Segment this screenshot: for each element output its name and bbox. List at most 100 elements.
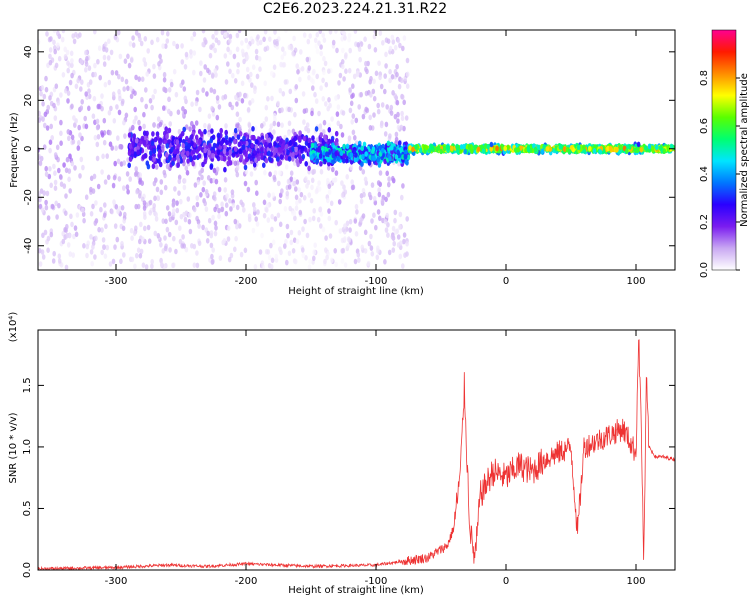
spectral-cell [206, 175, 211, 181]
spectral-cell [326, 177, 330, 184]
spectral-cell [69, 213, 73, 220]
spectral-cell [317, 147, 321, 153]
spectral-cell [280, 107, 284, 113]
spectral-cell [121, 98, 125, 105]
spectral-cell [376, 245, 380, 251]
spectral-cell [283, 243, 287, 249]
spectral-cell [204, 189, 209, 195]
spectral-cell [134, 74, 138, 81]
spectral-cell [103, 202, 107, 208]
spectral-cell [374, 224, 378, 231]
spectral-cell [144, 148, 148, 155]
spectral-cell [196, 219, 201, 225]
spectral-cell [397, 140, 402, 146]
spectral-cell [396, 118, 400, 124]
spectral-cell [61, 238, 66, 245]
spectral-cell [219, 140, 224, 147]
spectral-cell [79, 105, 84, 111]
spectral-cell [220, 30, 225, 36]
spectral-cell [400, 194, 404, 201]
spectral-cell [430, 144, 434, 150]
spectral-cell [165, 226, 170, 233]
spectral-cell [252, 206, 257, 213]
spectral-cell [231, 202, 236, 209]
spectral-cell [89, 234, 93, 240]
spectral-cell [45, 31, 49, 37]
spectral-cell [192, 50, 197, 56]
spectral-cell [66, 242, 71, 248]
spectral-cell [96, 58, 100, 65]
spectral-cell [278, 198, 283, 205]
spectral-cell [252, 202, 256, 208]
spectral-cell [301, 153, 306, 160]
spectral-cell [209, 44, 213, 50]
spectral-cell [67, 135, 71, 142]
spectral-cell [134, 170, 139, 176]
spectral-cell [405, 71, 410, 78]
spectral-cell [84, 194, 89, 200]
spectral-cell [210, 259, 215, 266]
spectral-cell [327, 122, 331, 129]
spectral-cell [372, 195, 377, 202]
spectral-cell [161, 218, 166, 224]
spectral-cell [354, 231, 359, 237]
spectral-cell [181, 79, 185, 85]
spectral-cell [116, 158, 121, 165]
spectral-cell [233, 246, 237, 253]
spectral-cell [401, 45, 405, 52]
spectral-cell [129, 93, 134, 100]
spectral-cell [88, 79, 93, 85]
spectral-cell [74, 83, 79, 90]
spectral-cell [91, 113, 96, 119]
spectral-cell [357, 257, 361, 264]
spectral-cell [163, 235, 167, 241]
spectral-cell [239, 251, 244, 258]
spectral-cell [274, 147, 278, 153]
snr-series-line [38, 339, 675, 570]
spectral-cell [235, 46, 240, 53]
spectral-cell [347, 67, 352, 74]
spectral-cell [62, 162, 66, 168]
spectral-cell [400, 110, 404, 117]
spectral-cell [295, 63, 300, 69]
spectral-cell [315, 73, 320, 80]
spectral-cell [336, 104, 341, 110]
spectral-cell [95, 155, 100, 162]
spectral-cell [235, 165, 240, 171]
spectral-cell [276, 156, 280, 162]
spectral-cell [387, 181, 391, 188]
spectral-cell [143, 36, 148, 42]
spectral-cell [251, 126, 255, 132]
spectral-cell [182, 184, 187, 191]
spectral-cell [405, 83, 410, 89]
spectral-cell [190, 133, 194, 140]
spectral-cell [358, 221, 362, 227]
spectral-cell [342, 76, 346, 82]
spectral-cell [78, 173, 82, 179]
spectral-cell [155, 36, 160, 43]
spectral-cell [132, 133, 136, 139]
spectral-cell [322, 69, 326, 76]
spectral-cell [288, 88, 293, 95]
spectral-cell [342, 143, 347, 150]
spectral-cell [307, 192, 312, 198]
spectral-cell [398, 253, 403, 260]
spectral-cell [84, 91, 88, 97]
spectral-cell [324, 101, 328, 107]
spectral-cell [127, 132, 132, 138]
snr-y-ticks: 0.0 0.5 1.0 1.5 [22, 377, 675, 578]
spectral-cell [43, 111, 48, 118]
spectral-cell [296, 161, 300, 168]
spectral-cell [569, 145, 574, 151]
spectral-cell [52, 39, 56, 46]
spectral-cell [73, 225, 78, 231]
y-tick-label: 1.5 [22, 377, 33, 393]
spectral-cell [148, 199, 153, 206]
spectral-cell [64, 210, 68, 216]
spectral-cell [224, 210, 229, 217]
spectral-cell [376, 157, 381, 163]
spectral-cell [160, 30, 165, 36]
spectral-cell [81, 164, 85, 171]
spectral-cell [214, 225, 218, 231]
spectral-cell [322, 119, 327, 126]
